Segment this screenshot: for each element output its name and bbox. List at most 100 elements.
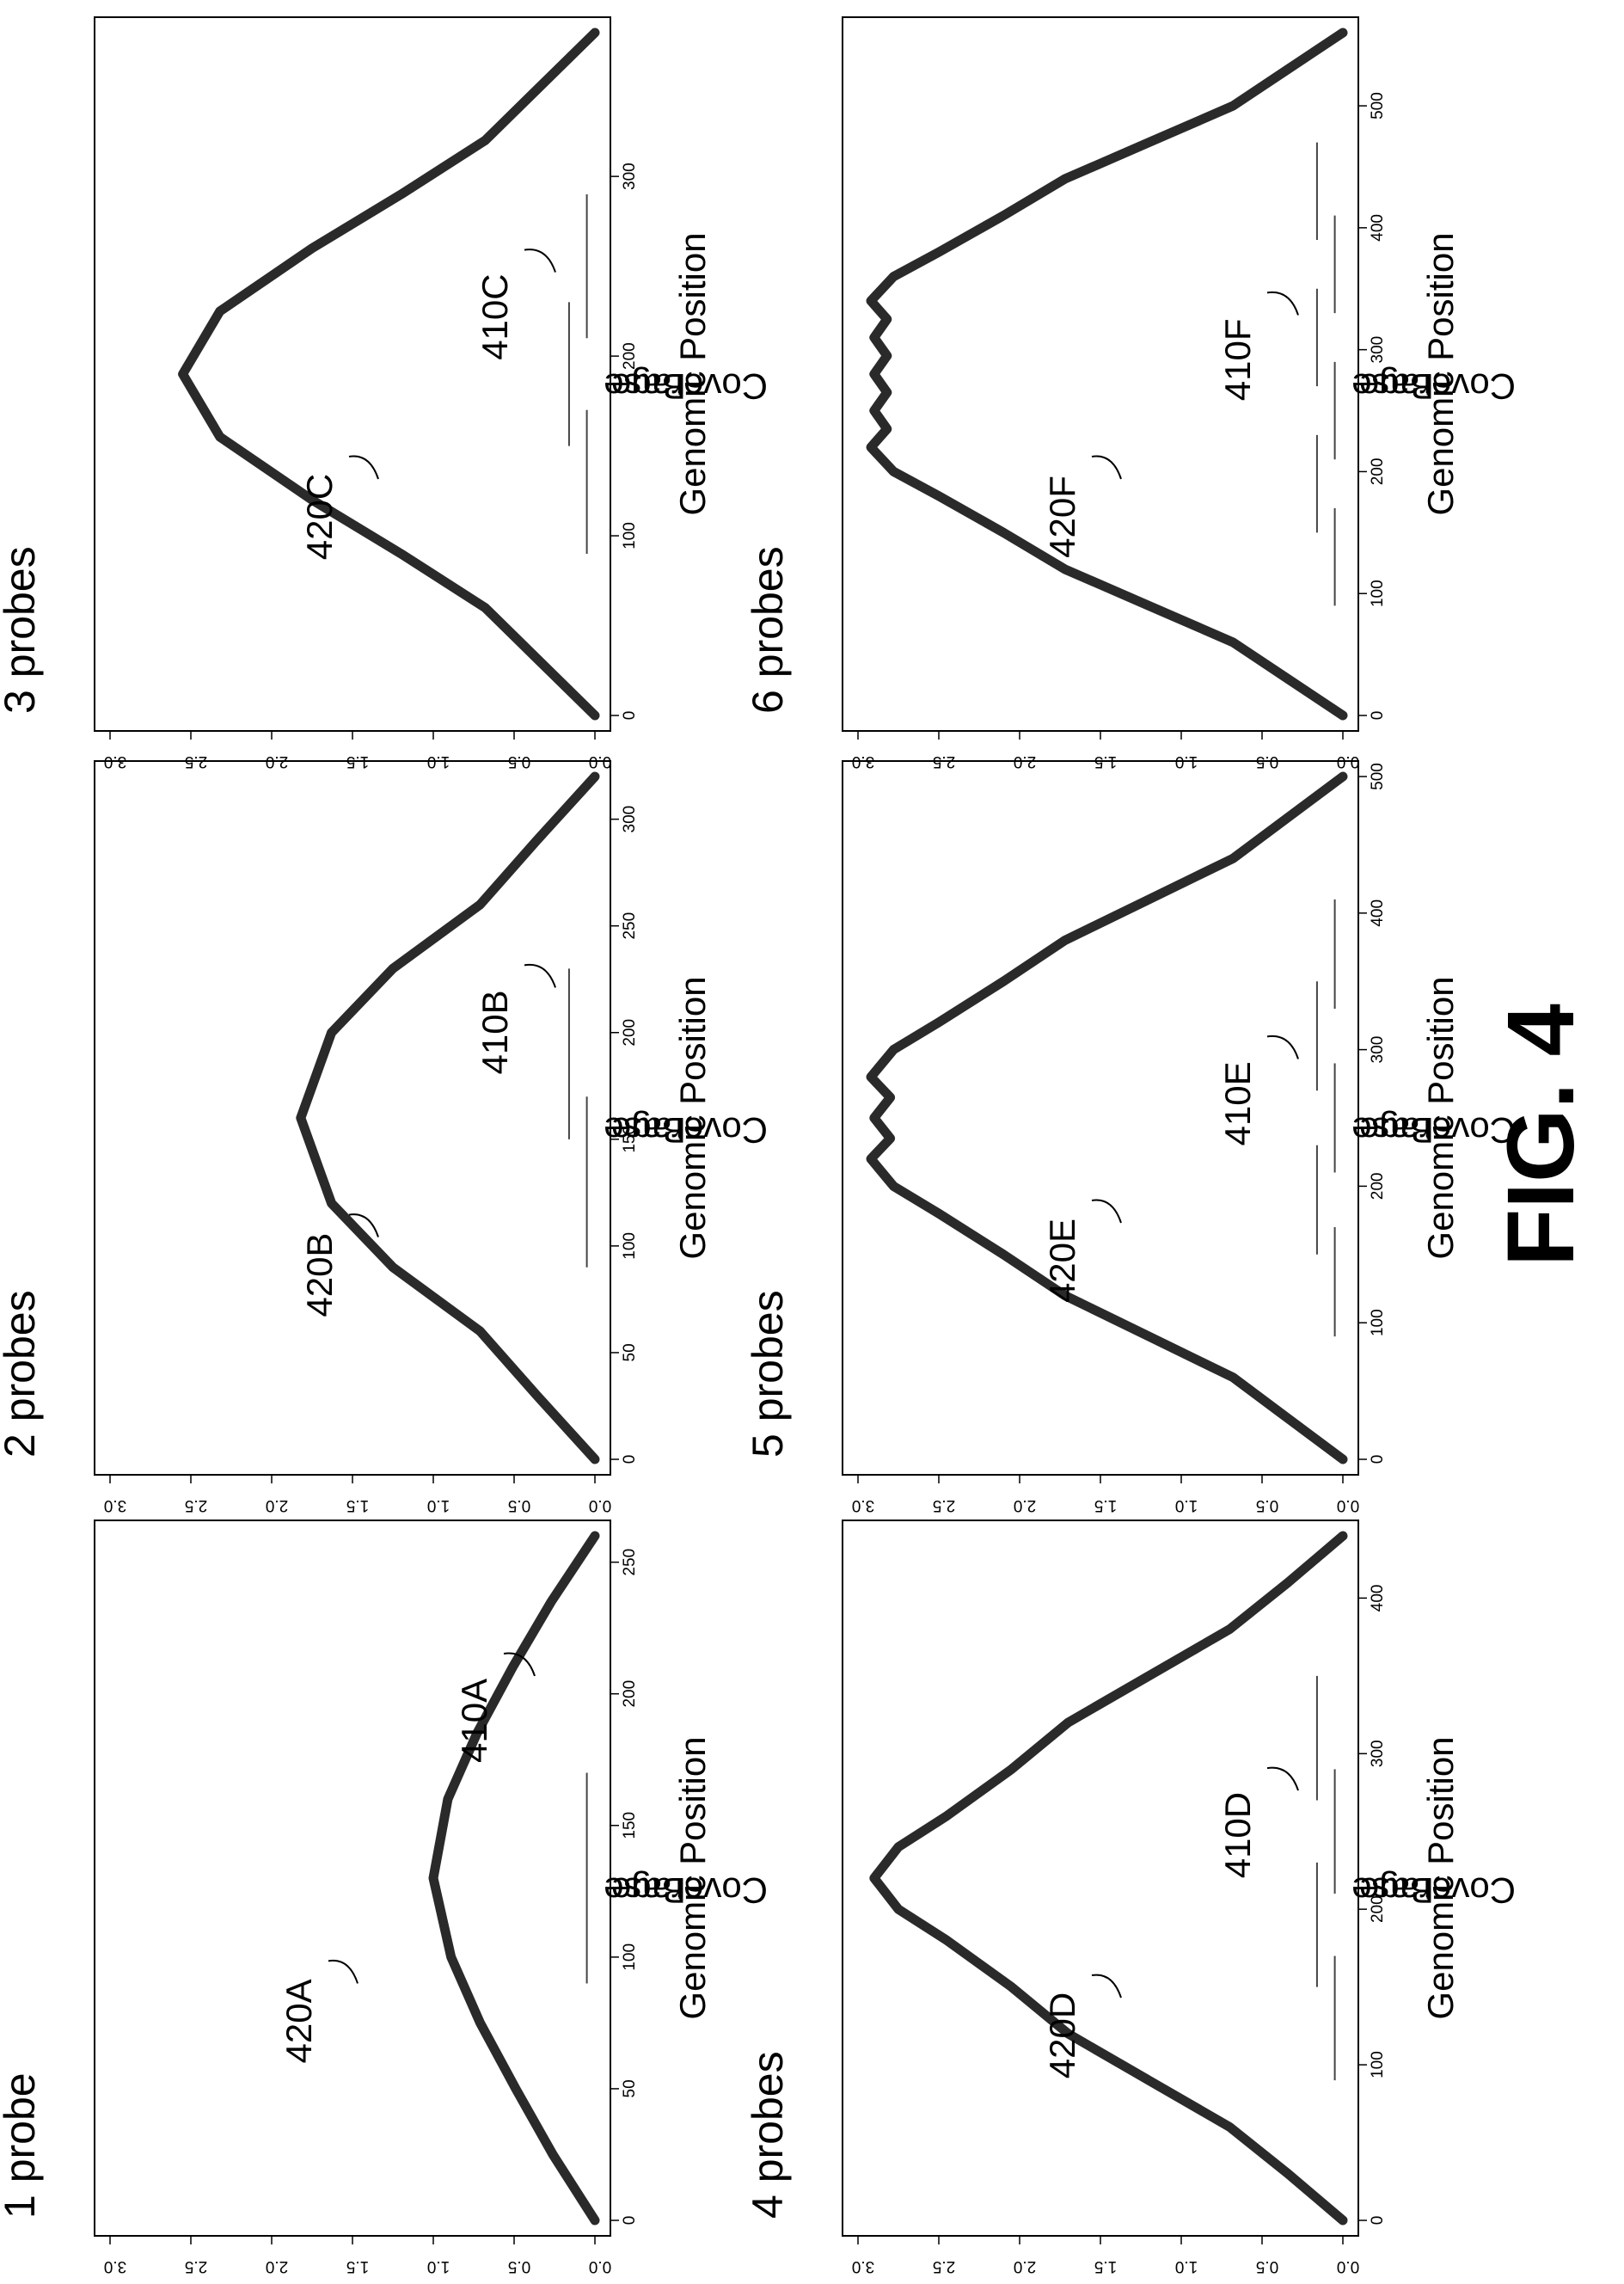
- y-axis-title-line-1: Base: [1351, 1110, 1434, 1151]
- probe-ref-leader: [1266, 1766, 1299, 1791]
- y-axis-title-line-2: Coverage: [1359, 1110, 1516, 1151]
- panel-6: 0.0 0.5 1.0 1.5 2.0 2.5 3.0 0 100 200 300 400 500 Bas…: [744, 16, 1516, 771]
- position-tick-label: 150: [621, 1126, 639, 1153]
- coverage-tick-label: 2.0: [266, 752, 288, 771]
- position-tick-label: 400: [1369, 214, 1387, 242]
- coverage-tick-label: 0.0: [1337, 2257, 1359, 2275]
- coverage-tick-label: 3.0: [104, 752, 126, 771]
- position-tick-label: 300: [1369, 336, 1387, 364]
- panel-title: 6 probes: [744, 546, 792, 714]
- position-tick-label: 500: [1369, 763, 1387, 790]
- probe-ref-leader: [524, 249, 556, 273]
- x-axis-title: Genomic Position: [1420, 1736, 1461, 2019]
- position-tick-label: 50: [621, 1343, 639, 1361]
- probe-ref-leader: [1266, 291, 1299, 316]
- x-axis-title: Genomic Position: [672, 976, 713, 1259]
- coverage-tick-label: 3.0: [104, 2257, 126, 2275]
- panel-title: 4 probes: [744, 2051, 792, 2219]
- coverage-tick-label: 0.0: [589, 752, 611, 771]
- probe-ref-label: 410D: [1217, 1792, 1258, 1878]
- position-tick-label: 400: [1369, 899, 1387, 927]
- curve-ref-label: 420D: [1042, 1992, 1082, 2078]
- plot-frame: [842, 16, 1359, 732]
- position-tick-label: 200: [621, 1019, 639, 1047]
- coverage-tick-label: 2.5: [933, 752, 955, 771]
- coverage-tick-label: 0.0: [589, 2257, 611, 2275]
- coverage-tick-label: 3.0: [104, 1496, 126, 1514]
- position-tick-label: 0: [1369, 2216, 1387, 2226]
- y-axis-title-line-2: Coverage: [1359, 366, 1516, 407]
- coverage-tick-label: 1.5: [346, 1496, 369, 1514]
- y-axis-title-line-2: Coverage: [1359, 1870, 1516, 1911]
- panel-4: 0.0 0.5 1.0 1.5 2.0 2.5 3.0 0 100 200 300 400 Base 4 …: [744, 1520, 1516, 2275]
- position-tick-label: 0: [621, 2216, 639, 2226]
- position-tick-label: 300: [621, 163, 639, 190]
- panel-title: 2 probes: [0, 1290, 44, 1458]
- position-tick-label: 250: [621, 1549, 639, 1576]
- coverage-tick-label: 0.0: [1337, 752, 1359, 771]
- y-axis-title-line-1: Base: [1351, 366, 1434, 407]
- position-tick-label: 250: [621, 912, 639, 940]
- position-tick-label: 500: [1369, 92, 1387, 120]
- position-tick-label: 300: [1369, 1740, 1387, 1767]
- y-axis-title-line-2: Coverage: [611, 366, 768, 407]
- y-axis-title-line-1: Base: [604, 366, 686, 407]
- coverage-tick-label: 1.5: [1094, 1496, 1117, 1514]
- position-tick-label: 0: [1369, 711, 1387, 721]
- plot-frame: [842, 1520, 1359, 2237]
- panel-2: 0.0 0.5 1.0 1.5 2.0 2.5 3.0 0 50 100 150 200 250 300 B…: [0, 760, 768, 1514]
- coverage-tick-label: 1.5: [346, 752, 369, 771]
- coverage-tick-label: 2.0: [1014, 752, 1036, 771]
- y-axis-title-line-1: Base: [604, 1110, 686, 1151]
- y-axis-title-line-2: Coverage: [611, 1110, 768, 1151]
- coverage-tick-label: 3.0: [852, 752, 874, 771]
- probe-ref-label: 410E: [1217, 1061, 1258, 1145]
- curve-ref-leader: [328, 1959, 359, 1984]
- position-tick-label: 150: [621, 1812, 639, 1839]
- x-axis-title: Genomic Position: [672, 1736, 713, 2019]
- coverage-tick-label: 3.0: [852, 1496, 874, 1514]
- curve-ref-label: 420C: [299, 474, 340, 560]
- probe-ref-label: 410A: [454, 1679, 494, 1763]
- coverage-tick-label: 1.5: [346, 2257, 369, 2275]
- plot-frame: [842, 760, 1359, 1476]
- position-tick-label: 0: [1369, 1455, 1387, 1464]
- coverage-tick-label: 1.0: [427, 752, 450, 771]
- coverage-tick-label: 0.5: [508, 1496, 530, 1514]
- coverage-tick-label: 1.0: [1175, 1496, 1198, 1514]
- probe-ref-label: 410F: [1217, 319, 1258, 402]
- y-axis-title-line-1: Base: [1351, 1870, 1434, 1911]
- position-tick-label: 200: [621, 342, 639, 370]
- curve-ref-label: 420F: [1042, 476, 1082, 558]
- y-axis-title-line-1: Base: [604, 1870, 686, 1911]
- panel-1: 0.0 0.5 1.0 1.5 2.0 2.5 3.0 0 50 100 150 200 250 Base…: [0, 1520, 768, 2275]
- coverage-curve: [296, 771, 600, 1464]
- position-tick-label: 100: [1369, 580, 1387, 607]
- position-tick-label: 0: [621, 1455, 639, 1464]
- coverage-curve: [866, 28, 1348, 721]
- panel-title: 3 probes: [0, 546, 44, 714]
- panel-3: 0.0 0.5 1.0 1.5 2.0 2.5 3.0 0 100 200 300 Base 3 pro…: [0, 16, 768, 771]
- coverage-tick-label: 1.5: [1094, 752, 1117, 771]
- coverage-tick-label: 0.5: [1256, 1496, 1278, 1514]
- probe-ref-label: 410B: [475, 990, 515, 1074]
- curve-ref-leader: [348, 1213, 379, 1237]
- coverage-tick-label: 2.0: [266, 1496, 288, 1514]
- position-tick-label: 200: [1369, 1895, 1387, 1923]
- curve-ref-leader: [1091, 455, 1122, 480]
- coverage-tick-label: 3.0: [852, 2257, 874, 2275]
- coverage-tick-label: 0.0: [589, 1496, 611, 1514]
- coverage-tick-label: 0.5: [508, 2257, 530, 2275]
- position-tick-label: 0: [621, 711, 639, 721]
- coverage-tick-label: 1.5: [1094, 2257, 1117, 2275]
- position-tick-label: 100: [621, 1232, 639, 1260]
- coverage-tick-label: 2.5: [933, 2257, 955, 2275]
- coverage-curve: [428, 1531, 600, 2226]
- position-tick-label: 300: [1369, 1036, 1387, 1064]
- coverage-curve: [866, 771, 1348, 1464]
- position-tick-label: 400: [1369, 1585, 1387, 1612]
- probe-ref-leader: [1266, 1035, 1299, 1059]
- curve-ref-label: 420E: [1042, 1219, 1082, 1303]
- coverage-tick-label: 2.0: [266, 2257, 288, 2275]
- position-tick-label: 100: [1369, 1309, 1387, 1336]
